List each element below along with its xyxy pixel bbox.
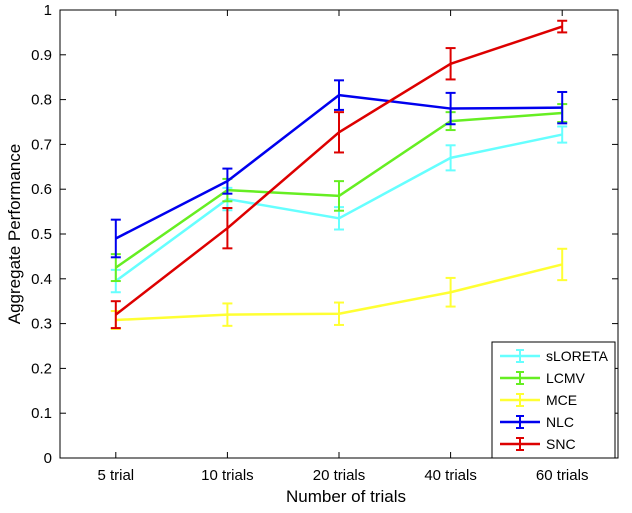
legend-entry-nlc: NLC	[500, 414, 574, 430]
x-tick-label: 20 trials	[313, 467, 366, 484]
x-tick-label: 5 trial	[97, 467, 134, 484]
legend-entry-sloreta: sLORETA	[500, 348, 609, 364]
legend-label: sLORETA	[546, 348, 609, 364]
x-tick-label: 40 trials	[424, 467, 477, 484]
y-tick-label: 0.8	[31, 92, 52, 109]
y-tick-label: 0.7	[31, 136, 52, 153]
legend-label: MCE	[546, 392, 577, 408]
x-tick-label: 10 trials	[201, 467, 254, 484]
y-tick-label: 0.6	[31, 181, 52, 198]
series-nlc	[110, 79, 568, 259]
plot-area: 0 0.1 0.2 0.3 0.4 0.5 0.6 0.7 0.8 0.9 1 5 trial 10 t…	[31, 2, 619, 484]
y-tick-label: 0.1	[31, 405, 52, 422]
series-snc	[110, 19, 568, 330]
legend-entry-snc: SNC	[500, 436, 576, 452]
legend-label: LCMV	[546, 370, 586, 386]
y-tick-label: 0.3	[31, 316, 52, 333]
legend-entry-mce: MCE	[500, 392, 577, 408]
y-tick-label: 0.2	[31, 360, 52, 377]
legend: sLORETA LCMV MCE NLC SNC	[491, 341, 616, 459]
y-tick-label: 0	[44, 450, 52, 467]
x-tick-label: 60 trials	[536, 467, 589, 484]
x-axis-title: Number of trials	[286, 487, 406, 506]
y-tick-label: 1	[44, 2, 52, 19]
y-tick-label: 0.4	[31, 271, 52, 288]
legend-label: NLC	[546, 414, 574, 430]
legend-label: SNC	[546, 436, 576, 452]
legend-entry-lcmv: LCMV	[500, 370, 586, 386]
y-tick-label: 0.9	[31, 47, 52, 64]
y-tick-label: 0.5	[31, 226, 52, 243]
y-axis-title: Aggregate Performance	[5, 144, 24, 325]
